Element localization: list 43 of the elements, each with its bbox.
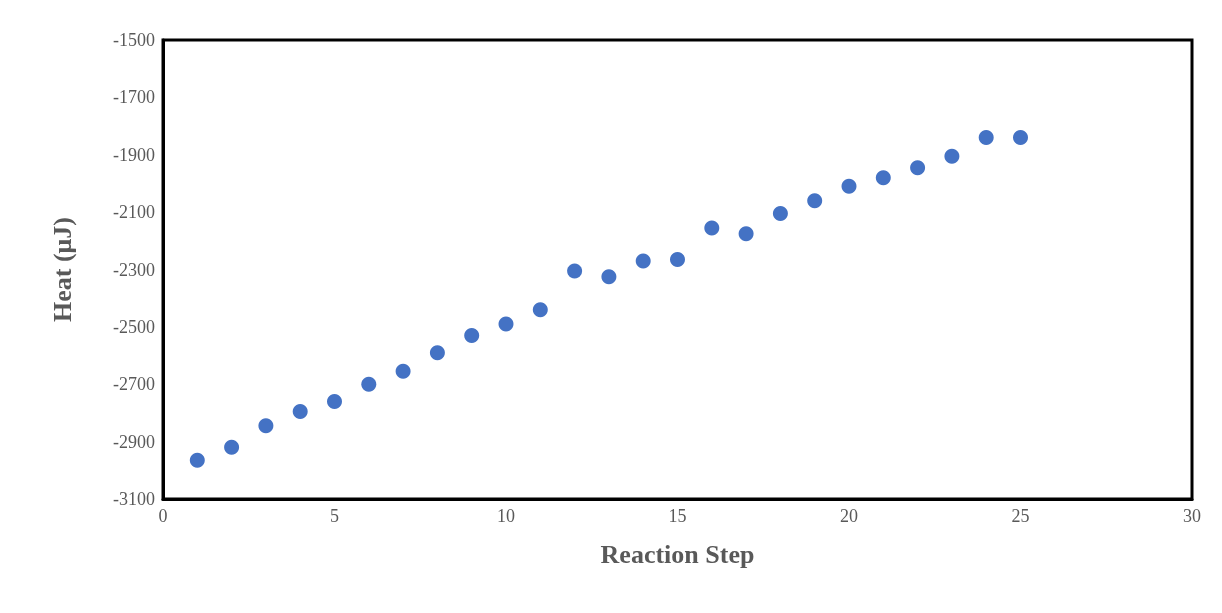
point: [875, 170, 891, 186]
point: [738, 226, 754, 242]
y-tick-label: -2700: [113, 374, 155, 395]
y-tick-label: -1500: [113, 30, 155, 50]
y-tick-label: -2500: [113, 316, 155, 337]
y-tick-label: -1700: [113, 87, 155, 108]
y-axis-title: Heat (μJ): [47, 217, 77, 322]
point: [567, 263, 583, 279]
x-tick-label: 0: [158, 506, 168, 526]
x-tick-label: 20: [840, 506, 858, 526]
point: [635, 253, 651, 269]
x-tick-label: 25: [1011, 506, 1030, 526]
point: [498, 316, 514, 332]
point: [1013, 130, 1028, 146]
point: [910, 160, 926, 176]
y-tick-label: -2900: [113, 431, 155, 452]
point: [361, 376, 377, 392]
point: [670, 251, 685, 267]
point: [189, 452, 205, 468]
point: [395, 363, 411, 379]
x-tick-label: 10: [497, 506, 515, 526]
point: [772, 206, 788, 222]
point: [224, 439, 240, 455]
point: [841, 178, 857, 194]
point: [944, 148, 960, 164]
x-axis-title: Reaction Step: [600, 539, 755, 569]
y-tick-label: -2300: [113, 259, 155, 280]
point: [464, 327, 480, 343]
x-tick-label: 15: [668, 506, 687, 526]
x-tick-label: 30: [1183, 506, 1201, 526]
point: [978, 130, 994, 146]
point: [704, 220, 720, 236]
x-tick-label: 5: [330, 506, 339, 526]
point: [601, 269, 617, 285]
point: [292, 404, 308, 419]
y-tick-label: -2100: [113, 202, 155, 223]
point: [258, 418, 274, 434]
point: [807, 193, 823, 209]
point: [429, 345, 445, 361]
y-tick-label: -3100: [113, 489, 155, 509]
y-tick-label: -1900: [113, 144, 155, 165]
point: [327, 393, 342, 409]
point: [532, 302, 548, 318]
